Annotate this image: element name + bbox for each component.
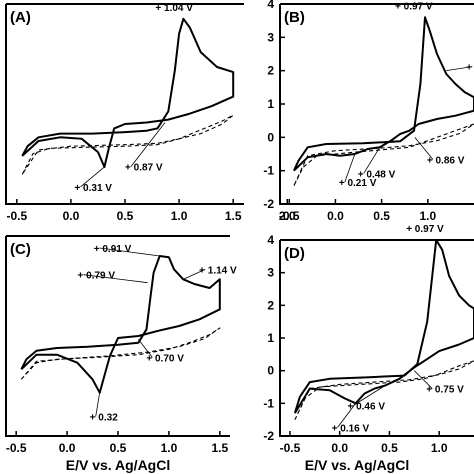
cv-curve-dashed xyxy=(21,114,234,175)
annotation-arrow xyxy=(446,66,473,72)
y-tick-label: 4 xyxy=(267,233,274,247)
cv-curve-solid xyxy=(293,239,474,414)
panel-label: (A) xyxy=(10,9,31,26)
cv-curve-solid xyxy=(20,255,221,394)
y-tick-label: -1 xyxy=(263,396,274,410)
annotation-arrow xyxy=(363,147,381,174)
x-axis-label: E/V vs. Ag/AgCl xyxy=(305,457,410,473)
x-tick-label: -0.5 xyxy=(6,209,27,223)
annotation-label: + 0.16 V xyxy=(332,423,370,434)
x-tick-label: 0.5 xyxy=(110,441,127,455)
cv-curve-dashed xyxy=(293,123,474,186)
x-axis-label: E/V vs. Ag/AgCl xyxy=(66,457,171,473)
y-tick-label: 2 xyxy=(267,298,274,312)
annotation-label: + 1.04 V xyxy=(155,3,193,14)
x-tick-label: -0.5 xyxy=(280,441,301,455)
y-tick-label: 1 xyxy=(267,331,274,345)
annotation-arrow xyxy=(182,268,206,280)
cv-curve-solid xyxy=(292,16,474,172)
x-tick-label: 1.5 xyxy=(225,209,242,223)
x-tick-label: 1.0 xyxy=(161,441,178,455)
x-tick-label: 2.0 xyxy=(279,209,296,223)
annotation-arrow xyxy=(80,166,105,188)
x-tick-label: -0.5 xyxy=(279,209,300,223)
x-tick-label: -0.5 xyxy=(6,441,27,455)
annotation-arrow xyxy=(83,274,148,284)
y-tick-label: 3 xyxy=(267,30,274,44)
annotation-label: + 0.87 V xyxy=(125,163,163,174)
panel-label: (C) xyxy=(10,241,31,258)
panel-b: -0.5 0.0 0.5 1.0 -2 -1 0 1 2 3 4 (B) + 0.97 V + 1.20 +… xyxy=(263,0,474,223)
x-tick-label: 0.0 xyxy=(63,209,80,223)
annotation-label: + 0.91 V xyxy=(94,244,132,255)
y-tick-label: -1 xyxy=(263,164,274,178)
y-tick-label: 3 xyxy=(267,266,274,280)
x-tick-label: 0.0 xyxy=(327,209,344,223)
annotation-label: + 1.14 V xyxy=(199,265,237,276)
annotation-arrow xyxy=(353,385,386,406)
panel-label: (D) xyxy=(284,245,305,262)
annotation-arrow xyxy=(414,370,433,389)
annotation-label: + 0.32 xyxy=(90,413,119,424)
x-tick-label: 0.0 xyxy=(331,441,348,455)
x-tick-label: 1.0 xyxy=(171,209,188,223)
axis-frame xyxy=(5,236,230,437)
panel-a: -0.5 0.0 0.5 1.0 1.5 2.0 (A) + 1.04 V + 0.87 V + … xyxy=(5,3,296,223)
annotation-label: + 0.31 V xyxy=(74,183,112,194)
y-tick-label: 0 xyxy=(267,130,274,144)
annotation-arrow xyxy=(337,403,356,428)
annotation-label: + 0.97 V xyxy=(395,1,433,12)
x-tick-label: 1.0 xyxy=(419,209,436,223)
y-tick-label: 4 xyxy=(267,0,274,11)
cv-curve-solid xyxy=(21,17,235,168)
annotation-arrow xyxy=(99,247,160,257)
annotation-arrow xyxy=(138,339,153,358)
annotation-label: + 0.86 V xyxy=(427,155,465,166)
annotation-arrow xyxy=(130,122,166,167)
annotation-label: + 0.97 V xyxy=(406,224,444,235)
annotation-label: + 1.20 xyxy=(466,63,474,74)
annotation-arrow xyxy=(95,392,101,417)
y-tick-label: -2 xyxy=(263,429,274,443)
annotation-label: + 0.75 V xyxy=(426,385,464,396)
y-tick-label: 0 xyxy=(267,364,274,378)
annotation-label: + 0.21 V xyxy=(339,178,377,189)
annotation-arrow xyxy=(344,153,356,183)
y-tick-label: 2 xyxy=(267,64,274,78)
annotation-label: + 0.46 V xyxy=(347,401,385,412)
cv-curve-dashed xyxy=(20,327,221,380)
x-tick-label: 1.0 xyxy=(431,441,448,455)
annotation-label: + 0.79 V xyxy=(78,271,116,282)
x-tick-label: 0.5 xyxy=(373,209,390,223)
x-tick-label: 0.5 xyxy=(117,209,134,223)
x-tick-label: 0.5 xyxy=(381,441,398,455)
y-tick-label: 1 xyxy=(267,97,274,111)
cv-curve-dashed xyxy=(294,360,474,420)
annotation-label: + 0.48 V xyxy=(358,169,396,180)
annotation-label: + 0.70 V xyxy=(146,353,184,364)
annotation-arrow xyxy=(414,137,434,160)
x-tick-label: 1.5 xyxy=(211,441,228,455)
panel-label: (B) xyxy=(284,9,305,26)
axis-frame xyxy=(5,4,244,205)
panel-c: -0.5 0.0 0.5 1.0 1.5 (C) + 0.91 V + 1.14 V + 0.7… xyxy=(5,235,237,473)
y-tick-label: -2 xyxy=(263,197,274,211)
x-tick-label: 0.0 xyxy=(59,441,76,455)
